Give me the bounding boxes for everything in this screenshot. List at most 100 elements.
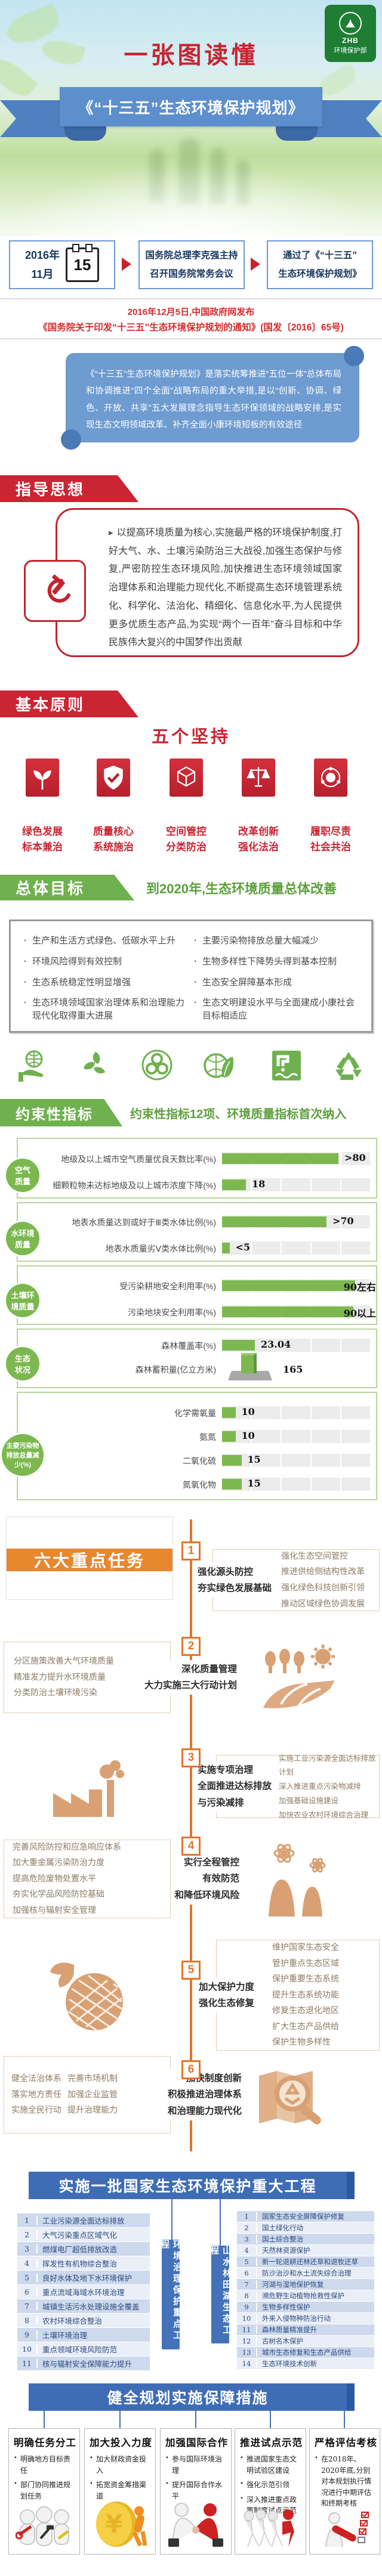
- bar-fill: [222, 1479, 242, 1490]
- project-row-number: 7: [17, 2302, 38, 2311]
- indicator-value: 10: [241, 1406, 255, 1417]
- meeting-line: 通过了《“十三五”: [282, 250, 357, 261]
- indicator-row: 氨氮 10: [18, 1430, 376, 1444]
- project-row: 4 天然林资源保护: [237, 2245, 374, 2256]
- project-row: 5 新一轮退耕还林还草和退牧还草: [237, 2256, 374, 2268]
- project-row-number: 9: [237, 2303, 257, 2311]
- ribbon-curl: [64, 125, 106, 141]
- principle-item: 改革创新 强化法治: [225, 758, 292, 854]
- principle-item: 空间管控 分类防治: [153, 758, 220, 854]
- guiding-text: 以提高环境质量为核心,实施最严格的环境保护制度,打好大气、水、土壤污染防治三大战…: [57, 510, 358, 664]
- task-point: 加强企业监管: [67, 2089, 118, 2100]
- page-title: 一张图读懂: [124, 42, 258, 69]
- project-row-number: 1: [17, 2216, 38, 2225]
- project-row-number: 14: [237, 2360, 257, 2368]
- project-row-label: 重点流域海域水环境治理: [42, 2288, 125, 2297]
- project-row-number: 8: [17, 2316, 38, 2325]
- principle-label: 强化法治: [238, 841, 279, 853]
- indicator-label: 地表水质量劣Ⅴ类水体比例(%): [105, 1244, 216, 1253]
- project-row-number: 12: [237, 2337, 257, 2345]
- card-title: 严格评估考核: [315, 2438, 377, 2448]
- indicator-panel: 空气 质量 地级及以上城市空气质量优良天数比率(%) >80 细颗粒物未达标地级及以上…: [4, 1138, 377, 1199]
- task-1-title: 强化源头防控 夯实绿色发展基础: [195, 1562, 275, 1598]
- indicator-label: 受污染耕地安全利用率(%): [119, 1281, 216, 1291]
- meeting-line: 国务院总理李克强主持: [145, 250, 238, 261]
- task-point: 实施全民行动: [11, 2106, 61, 2116]
- date-box: 2016年 11月 15: [9, 240, 115, 289]
- svg-text:¥: ¥: [105, 2509, 122, 2538]
- project-row-number: 2: [237, 2224, 257, 2232]
- bar-track: 18: [222, 1178, 371, 1191]
- task-number-4: 4: [181, 1837, 201, 1856]
- indicator-value: 165: [283, 1364, 303, 1375]
- indicator-row: 地级及以上城市空气质量优良天数比率(%) >80: [18, 1152, 376, 1166]
- podium-icon: [228, 1371, 272, 1380]
- principle-label: 社会共治: [310, 841, 351, 853]
- indicator-label: 氮氧化物: [183, 1480, 216, 1490]
- project-row-number: 11: [237, 2326, 257, 2334]
- section-header-goal: 总体目标: [0, 875, 134, 900]
- zhb-logo: ZHB 环境保护部: [325, 5, 376, 62]
- project-row: 8 濒危野生动植物抢救性保护: [237, 2290, 374, 2302]
- task-6-box: 健全法治体系 落实地方责任 实施全民行动 完善市场机制 加强企业监管 提升治理能力 加快…: [4, 2056, 244, 2134]
- task-point: 分区施策改善大气环境质量: [14, 1657, 114, 1667]
- indicator-value: 18: [252, 1178, 266, 1190]
- section-header-guiding: 指导思想: [0, 475, 138, 502]
- task-point: 夯实化学品风险防控基础: [13, 1890, 104, 1900]
- project-row-label: 燃煤电厂超低排放改造: [42, 2245, 118, 2254]
- five-persistences-title: 五个坚持: [151, 727, 230, 747]
- task-point: 保护生物多样性: [272, 2038, 331, 2048]
- bar-track: 23.04: [222, 1339, 371, 1352]
- notice-line2: 《国务院关于印发“十三五”生态环境保护规划的通知》(国发〔2016〕65号): [38, 323, 344, 333]
- task-point: 加强核与辐射安全管理: [13, 1905, 96, 1915]
- tasks-banner-frame: 六大重点任务: [6, 1516, 173, 1600]
- safeguard-card: 严格评估考核 在2018年、2020年底,分别对本规划执行情况进行中期评估和终期…: [309, 2428, 380, 2555]
- project-row: 8 农村环境综合整治: [17, 2314, 150, 2328]
- connector-line: [195, 2411, 196, 2428]
- biohazard-icon: [141, 1049, 172, 1080]
- approval-box: 通过了《“十三五” 生态环境保护规划》: [267, 240, 373, 289]
- project-row: 11 森林质量精准提升: [237, 2324, 374, 2336]
- project-row-label: 森林质量精准提升: [262, 2326, 317, 2334]
- task-point: 完善市场机制: [67, 2074, 118, 2084]
- six-tasks-section: 六大重点任务 1 强化源头防控 夯实绿色发展基础 强化生态空间管控 推进供给侧结构性…: [0, 1515, 382, 2185]
- summary-scroll: 《“十三五”生态环境保护规划》是落实统筹推进“五位一体”总体布局和协调推进“四个…: [61, 346, 364, 450]
- task-point: 强化生态空间管控: [281, 1551, 349, 1561]
- indicator-value: 23.04: [261, 1339, 291, 1350]
- checklist-pen-icon: [310, 2511, 380, 2549]
- bar-fill: [222, 1455, 242, 1466]
- project-row-number: 2: [17, 2230, 38, 2239]
- cube-icon: [170, 758, 203, 797]
- project-row-number: 8: [237, 2292, 257, 2300]
- indicator-value: <5: [235, 1241, 251, 1253]
- project-row-label: 重点领域环境风险防范: [42, 2345, 118, 2354]
- connector-line: [344, 2411, 345, 2428]
- project-row-number: 4: [17, 2259, 38, 2268]
- task-point: 保护重要生态系统: [272, 1974, 340, 1984]
- task-point: 深入推进重点污染物减排: [279, 1782, 361, 1791]
- project-row: 7 城镇生活污水处理设施全覆盖: [17, 2299, 150, 2314]
- project-row: 11 核与辐射安全保障能力提升: [17, 2357, 150, 2371]
- task-3-box: 实施专项治理 全面推进达标排放 与污染减排 实施工业污染源全面达标排放计划 深入推进重…: [195, 1754, 380, 1819]
- projects-table-right: 1 国家生态安全屏障保护修复 2 国土绿化行动 3 国土综合整治 4 天然林资源保护 5 新一轮退…: [237, 2211, 374, 2370]
- connector-line: [119, 2411, 121, 2428]
- workers-tools-icon: [9, 2504, 79, 2549]
- summary-text: 《“十三五”生态环境保护规划》是落实统筹推进“五位一体”总体布局和协调推进“四个…: [86, 370, 341, 430]
- bar-track: 10: [222, 1430, 371, 1443]
- project-row: 2 大气污染重点区域气化: [17, 2228, 150, 2242]
- project-row: 6 重点流域海域水环境治理: [17, 2285, 150, 2299]
- emblem-icon: [339, 12, 362, 35]
- principle-label: 空间管控: [166, 826, 207, 837]
- project-row: 7 河湖与湿地保护恢复: [237, 2279, 374, 2290]
- indicator-label: 地级及以上城市空气质量优良天数比率(%): [61, 1154, 216, 1164]
- task-point: 完善风险防控和应急响应体系: [13, 1842, 121, 1852]
- indicator-label: 二氧化硫: [183, 1456, 216, 1466]
- indicator-row: 地表水质量达到或好于Ⅲ类水体比例(%) >70: [18, 1215, 376, 1230]
- card-bullet: 在2018年、2020年底,分别对本规划执行情况进行中期评估和终期考核: [315, 2454, 375, 2509]
- task-number-1: 1: [181, 1541, 201, 1561]
- task-point: 分类防治土壤环境污染: [14, 1688, 97, 1698]
- project-row: 3 燃煤电厂超低排放改造: [17, 2242, 150, 2256]
- indicator-panel: 土壤环 境质量 受污染耕地安全利用率(%) 90左右 污染地块安全利用率(%) 90以上: [4, 1265, 377, 1325]
- hero-banner: 《“十三五”生态环境保护规划》: [60, 87, 322, 126]
